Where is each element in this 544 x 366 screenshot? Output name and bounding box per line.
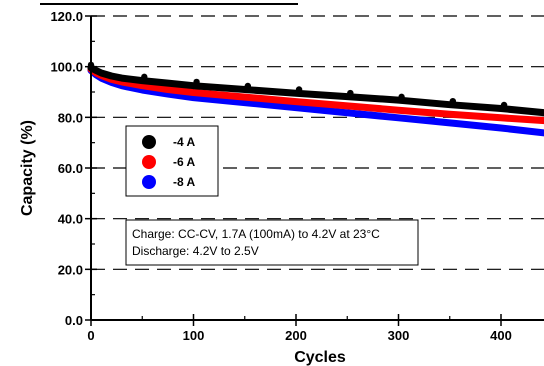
- legend-label-0: -4 A: [173, 135, 196, 149]
- x-tick-label-3: 300: [388, 328, 410, 343]
- legend-items: -4 A -6 A -8 A: [142, 135, 196, 189]
- legend-marker-0: [142, 135, 156, 149]
- annotation-line-1: Charge: CC-CV, 1.7A (100mA) to 4.2V at 2…: [132, 227, 380, 241]
- legend-label-2: -8 A: [173, 175, 196, 189]
- annotation-rect: [125, 219, 419, 266]
- marker-4A-1: [141, 73, 148, 81]
- marker-4A-3: [244, 82, 252, 90]
- marker-4A-6: [398, 93, 405, 101]
- series-lines: [87, 64, 544, 137]
- marker-4A-2: [193, 78, 200, 86]
- x-tick-label-4: 400: [490, 328, 512, 343]
- annotation-line-2: Discharge: 4.2V to 2.5V: [132, 244, 259, 258]
- x-tick-label-2: 200: [285, 328, 307, 343]
- series-line-4A: [87, 64, 544, 117]
- y-tick-label-4: 80.0: [58, 110, 83, 125]
- marker-4A-5: [347, 89, 354, 97]
- y-axis-title: Capacity (%): [19, 120, 36, 216]
- legend-box: [125, 125, 219, 197]
- legend-label-1: -6 A: [173, 155, 196, 169]
- x-axis-title: Cycles: [294, 349, 346, 366]
- x-tick-label-0: 0: [87, 328, 94, 343]
- marker-4A-7: [449, 97, 457, 105]
- annotation-box: Charge: CC-CV, 1.7A (100mA) to 4.2V at 2…: [125, 219, 419, 266]
- y-tick-label-1: 20.0: [58, 262, 83, 277]
- series-markers: [87, 61, 508, 109]
- marker-4A-4: [295, 86, 303, 93]
- legend: -4 A -6 A -8 A: [125, 125, 219, 197]
- y-tick-label-3: 60.0: [58, 161, 83, 176]
- x-tick-label-1: 100: [183, 328, 205, 343]
- legend-marker-2: [142, 175, 156, 189]
- y-tick-label-5: 100.0: [50, 60, 83, 75]
- tick-labels: 0.0 20.0 40.0 60.0 80.0 100.0 120.0 0 100 200 300 4…: [50, 9, 511, 343]
- marker-4A-8: [500, 101, 508, 109]
- legend-marker-1: [142, 155, 156, 169]
- y-tick-label-0: 0.0: [65, 313, 83, 328]
- y-tick-label-2: 40.0: [58, 212, 83, 227]
- y-tick-label-6: 120.0: [50, 9, 83, 24]
